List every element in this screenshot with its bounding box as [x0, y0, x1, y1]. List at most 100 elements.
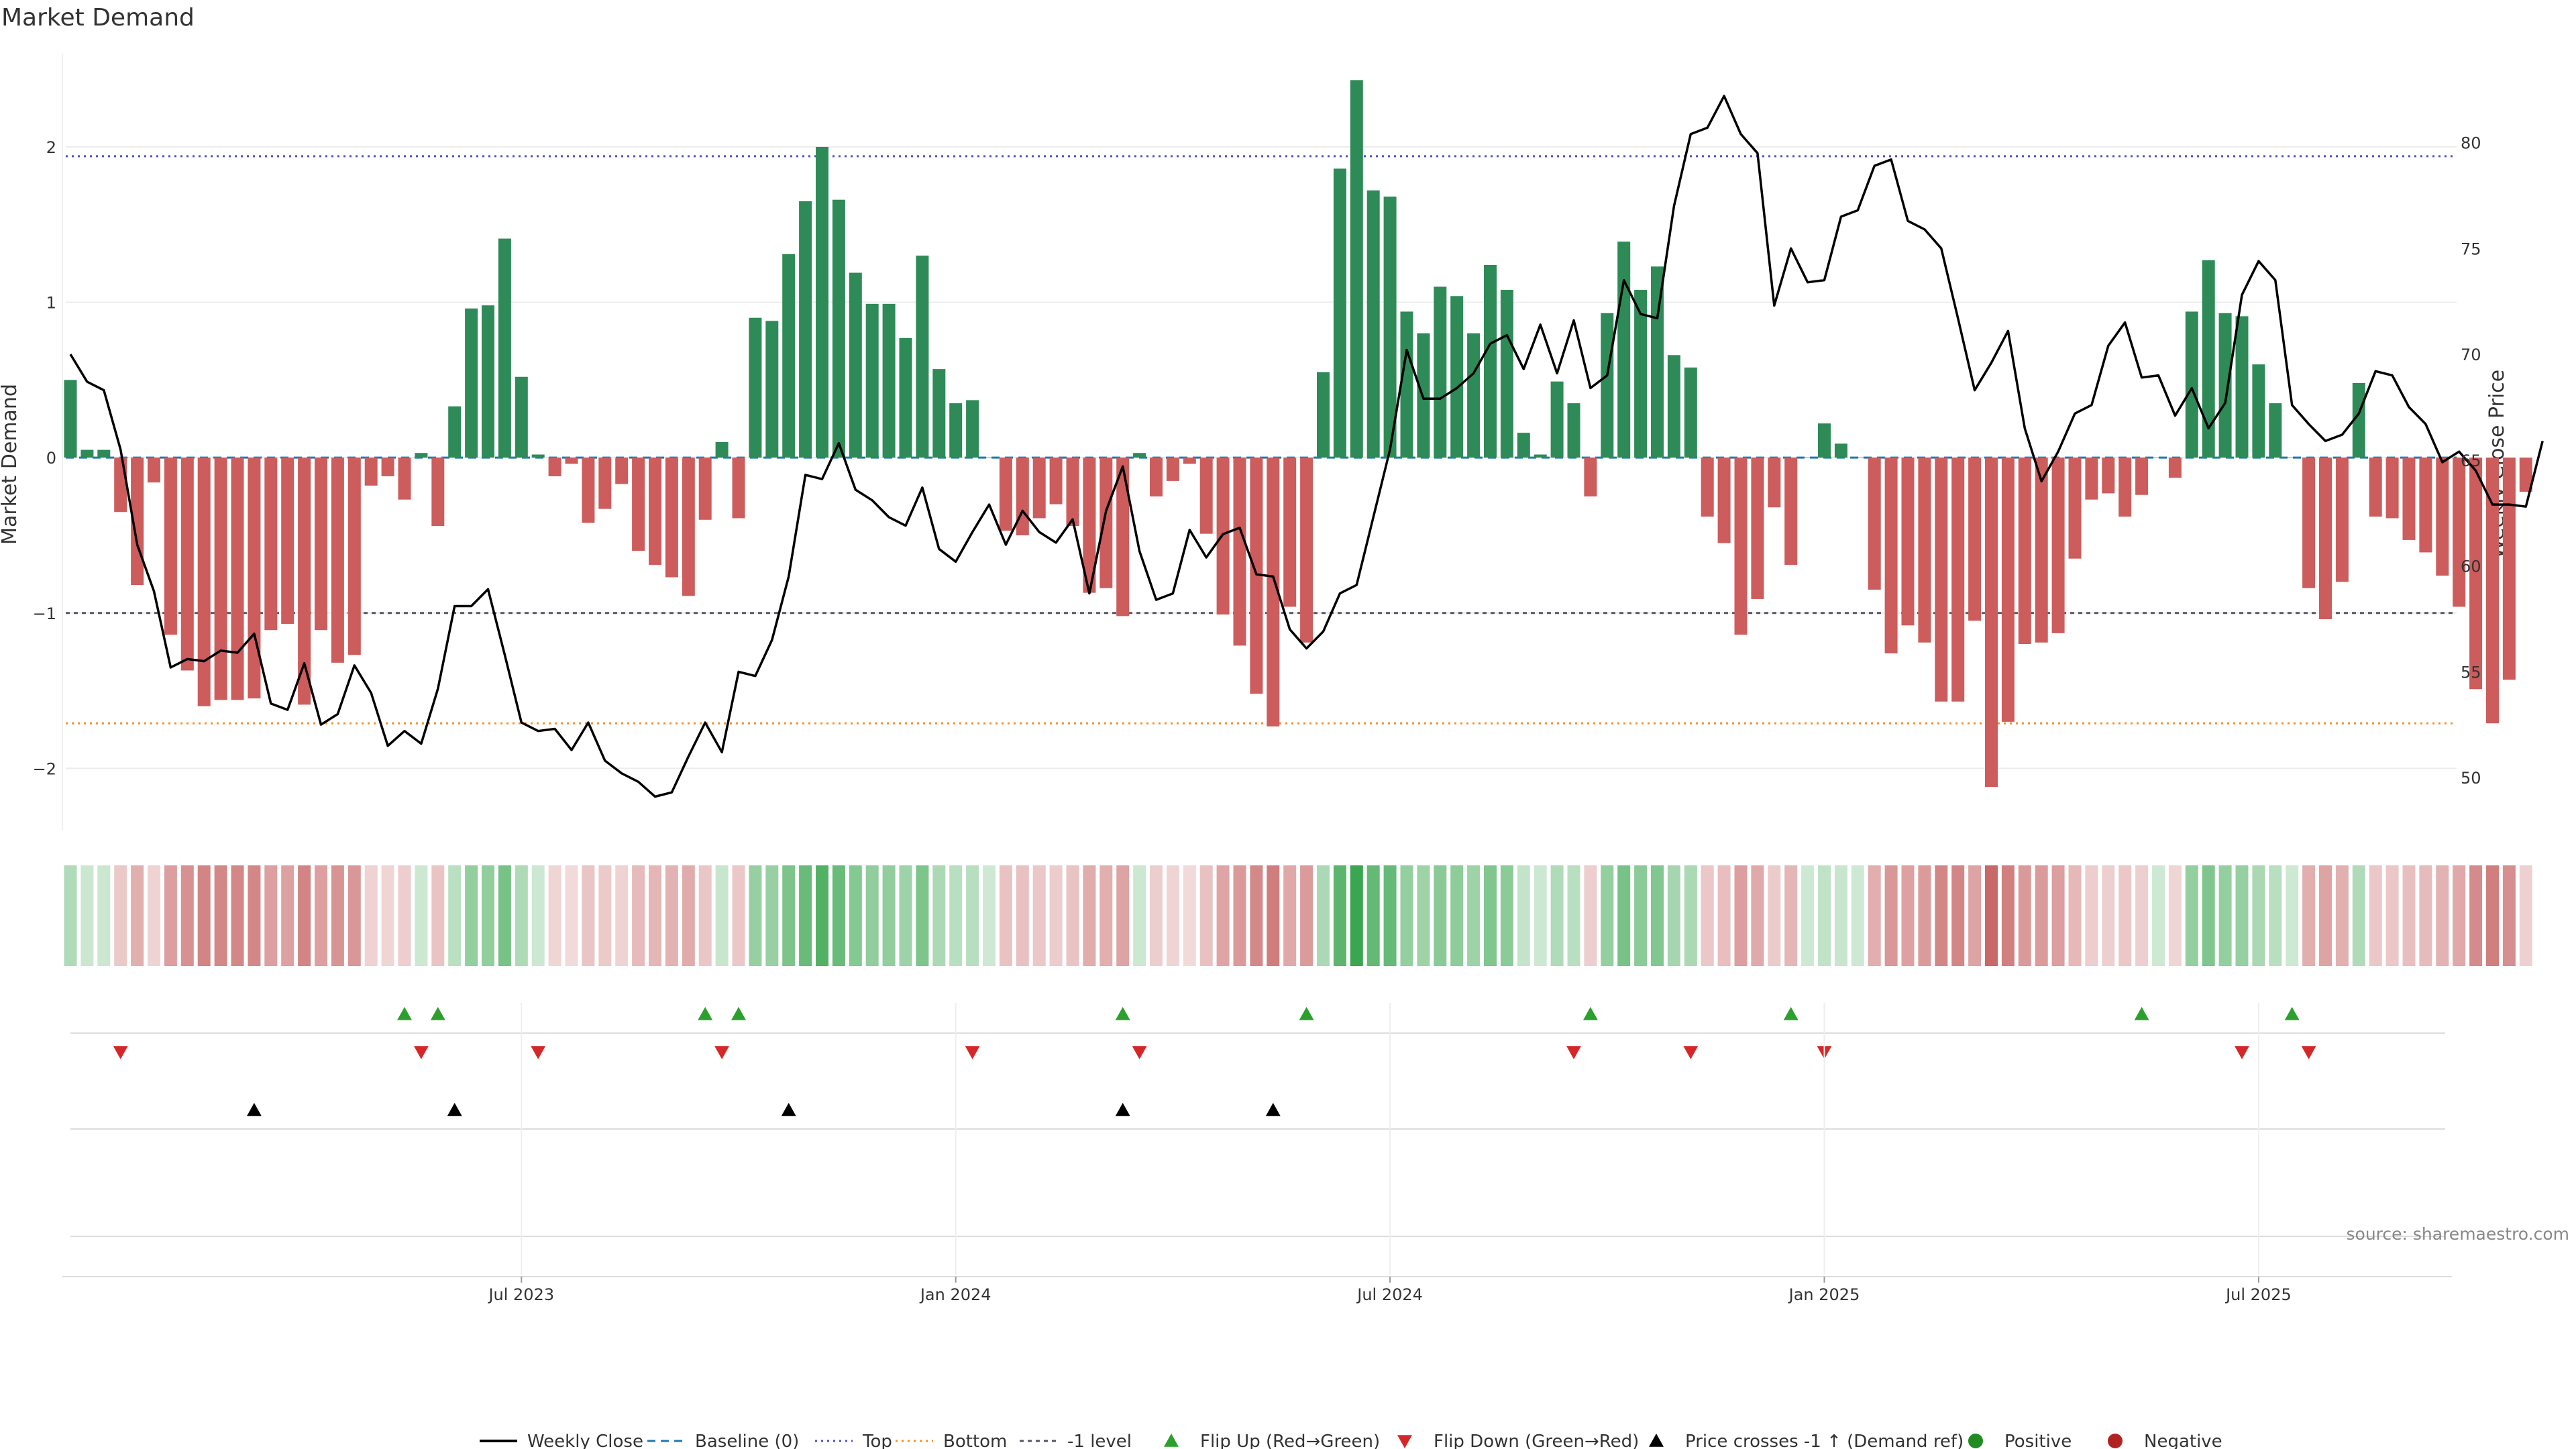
- y2-tick-label: 70: [2461, 345, 2481, 364]
- heat-cell: [2168, 865, 2182, 966]
- demand-bar-negative: [2068, 458, 2082, 559]
- legend-flip-up-swatch: [1164, 1434, 1179, 1447]
- demand-bar-negative: [1734, 458, 1748, 635]
- flip-down-marker: [714, 1046, 730, 1059]
- heat-cell: [899, 865, 912, 966]
- demand-bar-negative: [2453, 458, 2466, 607]
- x-tick-label: Jan 2025: [1788, 1285, 1860, 1304]
- y2-tick-label: 65: [2461, 451, 2481, 470]
- heat-cell: [131, 865, 144, 966]
- demand-bar-positive: [882, 303, 896, 458]
- flip-down-marker: [413, 1046, 429, 1059]
- heat-cell: [1450, 865, 1464, 966]
- demand-bar-negative: [2051, 458, 2065, 633]
- heat-cell: [1300, 865, 1313, 966]
- demand-bar-positive: [97, 449, 111, 458]
- heat-cell: [2135, 865, 2149, 966]
- demand-bar-positive: [865, 303, 879, 458]
- heat-cell: [2453, 865, 2466, 966]
- heat-cell: [2502, 865, 2516, 966]
- demand-bar-negative: [2502, 458, 2516, 680]
- flip-down-marker: [531, 1046, 546, 1059]
- demand-bar-positive: [2352, 382, 2365, 458]
- heat-cell: [381, 865, 394, 966]
- y2-tick-label: 50: [2461, 769, 2481, 788]
- heat-cell: [2218, 865, 2232, 966]
- heat-cell: [1701, 865, 1714, 966]
- demand-bar-positive: [1651, 266, 1664, 458]
- heat-cell: [164, 865, 177, 966]
- heat-cell: [2235, 865, 2249, 966]
- heat-cell: [1684, 865, 1697, 966]
- demand-bar-negative: [2436, 458, 2449, 576]
- demand-bar-positive: [498, 238, 511, 458]
- demand-bar-negative: [1701, 458, 1714, 517]
- demand-bar-negative: [649, 458, 661, 565]
- demand-bar-positive: [1133, 453, 1146, 458]
- heat-cell: [1166, 865, 1179, 966]
- demand-bar-negative: [598, 458, 612, 509]
- flip-up-marker: [1582, 1007, 1598, 1020]
- demand-bar-negative: [398, 458, 411, 500]
- demand-bar-positive: [2185, 311, 2198, 458]
- demand-bar-positive: [1383, 197, 1397, 458]
- heat-cell: [799, 865, 812, 966]
- flip-up-marker: [2134, 1007, 2149, 1020]
- heat-cell: [1016, 865, 1029, 966]
- heat-cell: [298, 865, 311, 966]
- legend-flip-down-swatch: [1397, 1435, 1412, 1448]
- heat-cell: [1116, 865, 1130, 966]
- heat-cell: [2469, 865, 2483, 966]
- heat-cell: [698, 865, 712, 966]
- demand-bar-negative: [1968, 458, 1982, 621]
- heat-cell: [1818, 865, 1831, 966]
- legend-negative-label: Negative: [2144, 1432, 2222, 1449]
- demand-bar-negative: [1049, 458, 1063, 504]
- demand-bar-positive: [1333, 168, 1346, 458]
- heat-cell: [1032, 865, 1046, 966]
- y2-tick-label: 75: [2461, 239, 2481, 258]
- heat-cell: [1099, 865, 1113, 966]
- demand-bar-negative: [1784, 458, 1798, 565]
- heat-cell: [1634, 865, 1648, 966]
- demand-bar-negative: [2035, 458, 2048, 643]
- demand-bar-negative: [1985, 458, 1998, 788]
- heat-cell: [2085, 865, 2098, 966]
- heat-cell: [1434, 865, 1447, 966]
- demand-bar-positive: [465, 308, 478, 458]
- heat-cell: [1317, 865, 1330, 966]
- flip-down-marker: [2235, 1046, 2249, 1059]
- demand-bar-negative: [698, 458, 712, 520]
- heat-cell: [849, 865, 862, 966]
- heat-cell: [1651, 865, 1664, 966]
- demand-bar-positive: [849, 272, 862, 458]
- heat-cell: [231, 865, 244, 966]
- demand-bar-negative: [1267, 458, 1280, 727]
- y-tick-label: 2: [46, 138, 56, 157]
- price-cross-marker: [246, 1103, 262, 1116]
- heat-cell: [531, 865, 545, 966]
- heat-cell: [932, 865, 946, 966]
- heat-cell: [565, 865, 578, 966]
- demand-bar-negative: [2402, 458, 2416, 540]
- price-cross-marker: [1115, 1103, 1130, 1116]
- demand-bar-positive: [1450, 296, 1464, 458]
- heat-cell: [782, 865, 796, 966]
- flip-down-marker: [1683, 1046, 1699, 1059]
- heat-cell: [1150, 865, 1163, 966]
- heat-cell: [2402, 865, 2416, 966]
- heat-cell: [2152, 865, 2165, 966]
- legend-negative-swatch: [2108, 1434, 2123, 1448]
- heat-cell: [1868, 865, 1881, 966]
- heat-cell: [916, 865, 929, 966]
- demand-bar-negative: [281, 458, 294, 624]
- demand-bar-negative: [347, 458, 361, 655]
- demand-bar-negative: [2001, 458, 2015, 722]
- x-tick-label: Jul 2024: [1356, 1285, 1423, 1304]
- source-note: source: sharemaestro.com: [2347, 1224, 2570, 1244]
- heat-cell: [2302, 865, 2316, 966]
- demand-bar-positive: [1317, 372, 1330, 458]
- x-tick-label: Jul 2025: [2224, 1285, 2292, 1304]
- heat-cell: [1550, 865, 1564, 966]
- heat-cell: [2068, 865, 2082, 966]
